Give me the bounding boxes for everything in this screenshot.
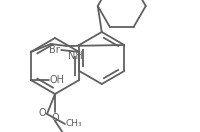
Text: Br: Br: [49, 45, 60, 55]
Text: NH: NH: [67, 51, 82, 61]
Text: OH: OH: [50, 75, 64, 85]
Text: O: O: [38, 108, 46, 118]
Text: O: O: [51, 113, 59, 123]
Text: CH₃: CH₃: [66, 119, 82, 128]
